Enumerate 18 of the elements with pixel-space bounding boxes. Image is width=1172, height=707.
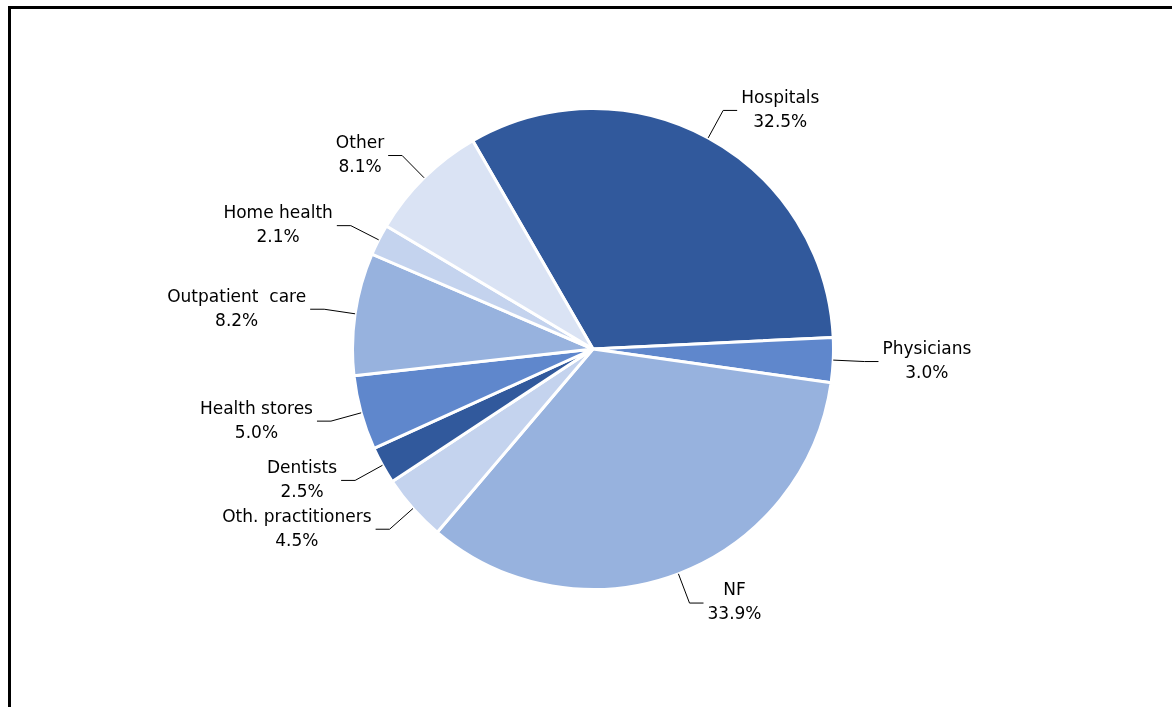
data-label: 5.0% <box>234 421 279 442</box>
data-label: 32.5% <box>753 110 808 131</box>
data-label: 33.9% <box>707 603 762 624</box>
data-label: 3.0% <box>905 361 949 382</box>
slice-label: NF <box>723 579 746 600</box>
data-label: 8.1% <box>338 155 382 176</box>
slice-label: Hospitals <box>741 86 820 107</box>
data-label: 2.1% <box>256 226 300 247</box>
data-label: 8.2% <box>215 309 259 330</box>
slice-label: Oth. practitioners <box>222 505 372 526</box>
data-label: 4.5% <box>275 529 319 550</box>
slice-label: Home health <box>223 202 333 223</box>
slice-label: Health stores <box>199 397 314 418</box>
slice-label: Outpatient care <box>167 285 307 306</box>
slice-label: Other <box>335 131 385 152</box>
data-label: 2.5% <box>280 480 324 501</box>
slice-label: Physicians <box>882 337 972 358</box>
slice-label: Dentists <box>267 456 338 477</box>
